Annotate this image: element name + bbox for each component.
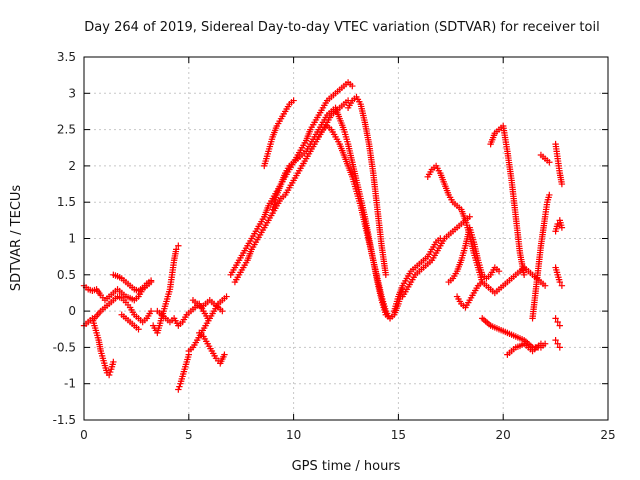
y-tick-label: -0.5	[53, 340, 76, 354]
x-tick-label: 0	[80, 428, 88, 442]
data-point-marker	[552, 315, 559, 322]
data-point-marker	[554, 220, 561, 228]
data-point-marker	[135, 326, 142, 333]
data-point-marker	[349, 82, 356, 90]
y-tick-label: 3.5	[57, 50, 76, 64]
data-points	[80, 79, 566, 393]
data-point-marker	[558, 224, 566, 231]
data-point-marker	[221, 351, 228, 358]
y-tick-label: 3	[68, 86, 76, 100]
y-tick-label: -1.5	[53, 413, 76, 427]
y-tick-label: 0	[68, 304, 76, 318]
data-point-marker	[558, 180, 566, 188]
data-point-marker	[105, 371, 113, 379]
data-point-marker	[176, 383, 183, 390]
y-tick-label: 1.5	[57, 195, 76, 209]
data-point-marker	[466, 213, 473, 220]
data-point-marker	[147, 307, 155, 315]
x-tick-label: 15	[391, 428, 406, 442]
data-point-marker	[546, 159, 553, 166]
x-tick-label: 5	[185, 428, 193, 442]
data-point-marker	[556, 322, 563, 329]
y-tick-label: 2	[68, 159, 76, 173]
data-point-marker	[223, 293, 230, 300]
data-point-marker	[546, 191, 553, 199]
y-axis-label: SDTVAR / TECUs	[9, 185, 24, 292]
data-point-marker	[175, 242, 182, 249]
x-tick-label: 20	[496, 428, 511, 442]
data-point-marker	[107, 368, 114, 376]
data-point-marker	[541, 282, 549, 289]
axis-ticks: -1.5 -1 -0.5 0 0.5 1 1.5 2 2.5 3 3.5 0 5 10 15 20 25	[53, 50, 616, 442]
plot-frame	[83, 56, 609, 421]
data-point-marker	[495, 267, 503, 275]
data-point-marker	[290, 97, 297, 104]
data-point-marker	[219, 307, 226, 315]
x-tick-label: 25	[600, 428, 615, 442]
data-point-marker	[147, 277, 155, 284]
data-point-marker	[110, 358, 117, 366]
data-point-marker	[173, 246, 180, 253]
data-point-marker	[520, 271, 528, 278]
data-point-marker	[175, 386, 182, 393]
y-tick-label: 1	[68, 232, 76, 246]
data-point-marker	[558, 282, 566, 289]
data-point-marker	[554, 340, 561, 347]
x-tick-label: 10	[286, 428, 301, 442]
data-point-marker	[537, 340, 545, 347]
data-point-marker	[554, 318, 561, 326]
y-tick-label: -1	[64, 377, 76, 391]
grid-lines	[84, 57, 608, 420]
y-tick-label: 2.5	[57, 123, 76, 137]
data-point-marker	[386, 315, 394, 322]
data-point-marker	[556, 278, 563, 286]
data-point-marker	[556, 344, 563, 351]
x-axis-label: GPS time / hours	[292, 459, 401, 474]
y-tick-label: 0.5	[57, 268, 76, 282]
chart-title: Day 264 of 2019, Sidereal Day-to-day VTE…	[84, 20, 599, 35]
data-point-marker	[382, 271, 390, 278]
data-point-marker	[552, 336, 559, 344]
